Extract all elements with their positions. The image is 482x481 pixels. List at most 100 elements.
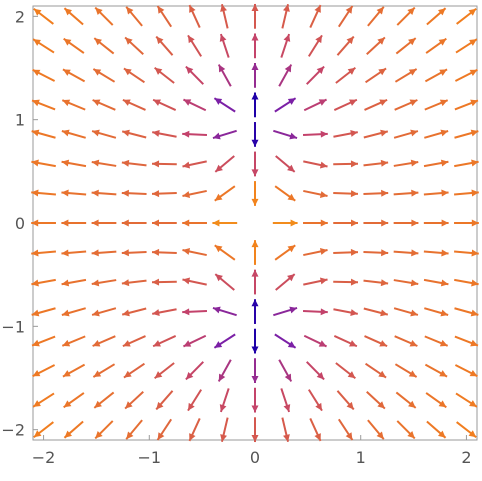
field-arrow	[273, 306, 298, 317]
field-arrow	[274, 333, 297, 349]
field-arrow	[395, 37, 417, 55]
arrow-head	[91, 249, 99, 257]
field-arrow	[121, 159, 147, 167]
arrow-head	[289, 306, 298, 314]
arrow-head	[219, 404, 227, 412]
field-arrow	[187, 389, 203, 412]
arrow-head	[61, 249, 69, 257]
arrow-head	[61, 219, 69, 227]
arrow-head	[376, 6, 384, 15]
field-arrow	[454, 307, 479, 317]
field-arrow	[212, 219, 238, 227]
arrow-head	[469, 369, 478, 377]
arrow-head	[62, 99, 71, 107]
field-arrow	[182, 247, 207, 257]
arrow-head	[287, 164, 295, 172]
field-arrow	[32, 68, 56, 82]
field-arrow	[337, 418, 354, 441]
arrow-head	[439, 99, 448, 107]
arrow-head	[92, 340, 101, 347]
arrow-head	[182, 191, 191, 199]
field-arrow	[273, 129, 298, 140]
arrow-head	[438, 400, 447, 408]
arrow-head	[61, 129, 70, 137]
arrow-head	[380, 279, 389, 287]
arrow-head	[156, 401, 164, 410]
arrow-head	[350, 309, 358, 317]
field-arrow	[423, 219, 449, 227]
arrow-head	[289, 132, 298, 140]
arrow-head	[439, 370, 448, 377]
arrow-head	[471, 189, 479, 197]
field-arrow	[307, 389, 323, 412]
field-arrow	[63, 37, 85, 54]
arrow-head	[31, 159, 39, 167]
arrow-head	[283, 34, 291, 42]
field-arrow	[364, 67, 387, 84]
arrow-head	[152, 160, 160, 168]
arrow-head	[121, 189, 129, 197]
field-arrow	[152, 129, 177, 138]
field-arrow	[333, 308, 358, 317]
field-arrow	[62, 363, 86, 378]
arrow-head	[408, 400, 416, 408]
field-arrow	[214, 273, 235, 291]
arrow-head	[411, 189, 419, 197]
field-arrow	[92, 335, 116, 347]
arrow-head	[315, 35, 322, 44]
arrow-head	[469, 39, 477, 46]
field-arrow	[303, 247, 328, 257]
arrow-head	[439, 69, 448, 76]
arrow-head	[381, 189, 389, 197]
arrow-head	[408, 68, 417, 76]
field-arrow	[302, 130, 328, 138]
field-arrow	[214, 155, 235, 173]
arrow-head	[157, 432, 165, 441]
arrow-head	[121, 159, 130, 167]
arrow-head	[188, 35, 195, 44]
arrow-head	[408, 370, 417, 378]
field-arrow	[251, 33, 259, 59]
arrow-head	[411, 249, 419, 257]
arrow-head	[33, 39, 41, 46]
arrow-head	[215, 164, 223, 172]
arrow-head	[350, 129, 358, 137]
arrow-head	[409, 340, 418, 347]
arrow-head	[318, 99, 327, 106]
field-arrow	[154, 66, 175, 84]
arrow-head	[182, 247, 191, 255]
field-arrow	[393, 279, 419, 287]
field-arrow	[151, 190, 177, 198]
y-tick-label: −2	[1, 421, 25, 440]
field-arrow	[31, 129, 56, 139]
field-arrow	[393, 249, 419, 257]
arrow-head	[381, 219, 389, 227]
arrow-head	[153, 99, 161, 106]
field-arrow	[182, 334, 207, 348]
arrow-head	[441, 249, 449, 257]
field-arrow	[152, 219, 177, 227]
arrow-head	[283, 4, 290, 12]
arrow-head	[287, 341, 296, 348]
arrow-head	[64, 430, 73, 438]
arrow-head	[31, 249, 39, 257]
arrow-head	[315, 402, 322, 411]
arrow-head	[346, 401, 354, 410]
field-arrow	[32, 364, 56, 378]
arrow-head	[345, 5, 353, 14]
field-arrow	[212, 129, 237, 140]
field-arrow	[122, 98, 146, 111]
field-arrow	[423, 189, 449, 197]
field-arrow	[363, 189, 389, 197]
arrow-head	[121, 249, 129, 257]
arrow-head	[439, 339, 448, 347]
field-arrow	[91, 189, 117, 197]
arrow-head	[251, 435, 259, 443]
arrow-head	[182, 219, 190, 227]
arrow-head	[93, 370, 102, 378]
arrow-head	[314, 5, 321, 13]
field-arrow	[275, 155, 296, 173]
field-arrow	[396, 6, 416, 26]
field-arrow	[91, 159, 117, 167]
field-arrow	[281, 4, 290, 29]
